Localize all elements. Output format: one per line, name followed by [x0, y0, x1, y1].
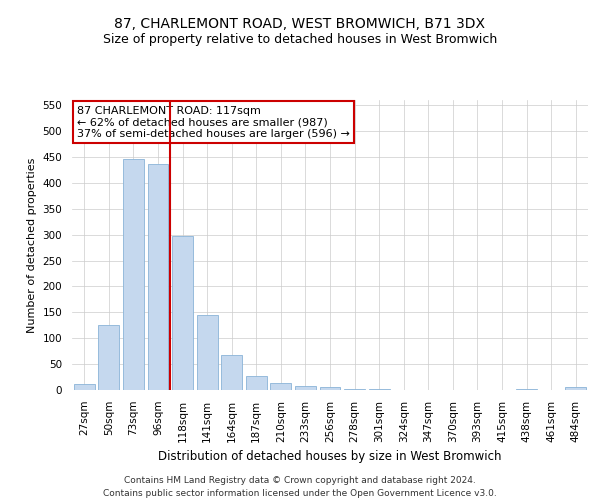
- Text: Size of property relative to detached houses in West Bromwich: Size of property relative to detached ho…: [103, 32, 497, 46]
- Bar: [246, 376, 267, 390]
- Text: 87 CHARLEMONT ROAD: 117sqm
← 62% of detached houses are smaller (987)
37% of sem: 87 CHARLEMONT ROAD: 117sqm ← 62% of deta…: [77, 106, 350, 139]
- X-axis label: Distribution of detached houses by size in West Bromwich: Distribution of detached houses by size …: [158, 450, 502, 463]
- Bar: [74, 384, 95, 390]
- Text: Contains HM Land Registry data © Crown copyright and database right 2024.
Contai: Contains HM Land Registry data © Crown c…: [103, 476, 497, 498]
- Bar: [320, 387, 340, 390]
- Bar: [172, 236, 193, 390]
- Text: 87, CHARLEMONT ROAD, WEST BROMWICH, B71 3DX: 87, CHARLEMONT ROAD, WEST BROMWICH, B71 …: [115, 18, 485, 32]
- Bar: [295, 386, 316, 390]
- Bar: [565, 387, 586, 390]
- Bar: [516, 389, 537, 390]
- Y-axis label: Number of detached properties: Number of detached properties: [27, 158, 37, 332]
- Bar: [197, 315, 218, 390]
- Bar: [148, 164, 169, 390]
- Bar: [344, 389, 365, 390]
- Bar: [221, 355, 242, 390]
- Bar: [271, 384, 292, 390]
- Bar: [123, 158, 144, 390]
- Bar: [98, 326, 119, 390]
